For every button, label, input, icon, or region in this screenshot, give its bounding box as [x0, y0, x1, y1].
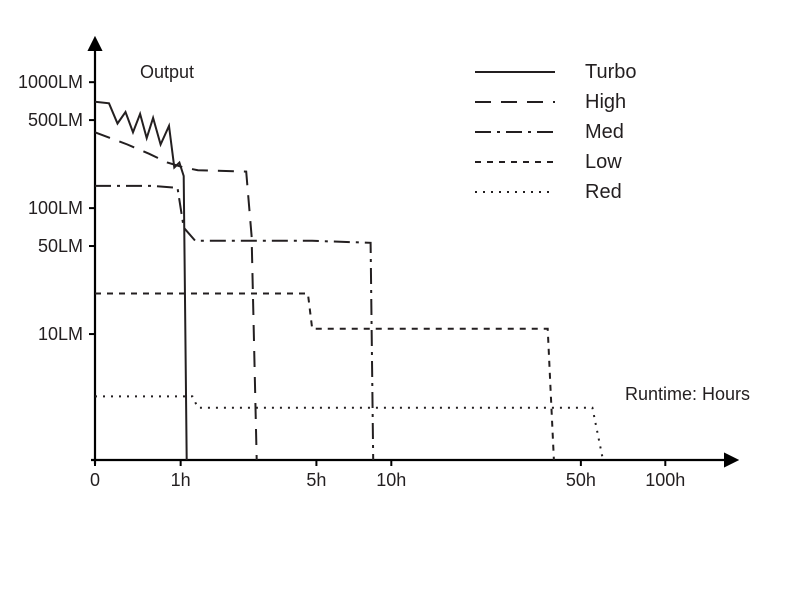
y-tick-label: 100LM [28, 198, 83, 218]
x-tick-label: 100h [645, 470, 685, 490]
series-high [95, 132, 257, 460]
legend-label-low: Low [585, 151, 622, 173]
runtime-output-chart: 10LM 50LM 100LM 500LM 1000LM Output 0 1h 5h 10h 50… [0, 0, 800, 600]
y-tick-label: 50LM [38, 236, 83, 256]
y-tick-label: 1000LM [18, 72, 83, 92]
series-turbo [95, 102, 187, 460]
legend-label-high: High [585, 91, 626, 113]
legend-label-med: Med [585, 121, 624, 143]
x-tick-label: 1h [171, 470, 191, 490]
x-tick-label: 50h [566, 470, 596, 490]
y-axis-title: Output [140, 62, 194, 82]
series-low [95, 294, 554, 461]
legend-label-red: Red [585, 181, 622, 203]
x-axis-title: Runtime: Hours [625, 384, 750, 404]
series-red [95, 396, 603, 460]
x-tick-label: 5h [306, 470, 326, 490]
series-med [95, 186, 373, 460]
x-tick-label: 0 [90, 470, 100, 490]
legend-label-turbo: Turbo [585, 61, 637, 83]
y-tick-label: 10LM [38, 324, 83, 344]
y-tick-label: 500LM [28, 110, 83, 130]
x-tick-label: 10h [376, 470, 406, 490]
